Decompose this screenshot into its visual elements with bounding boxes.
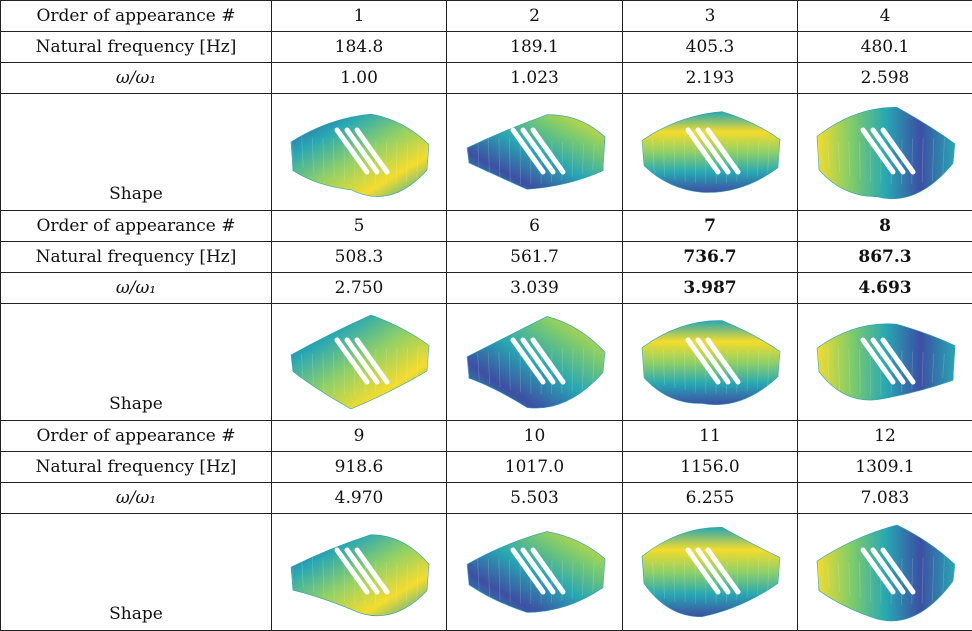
shape-cell bbox=[272, 94, 447, 211]
table-row: Shape bbox=[1, 304, 972, 421]
cell-value: 5 bbox=[272, 211, 447, 242]
row-label: Shape bbox=[1, 94, 272, 211]
mode-shape bbox=[279, 520, 439, 624]
cell-value: 1 bbox=[272, 1, 447, 32]
surface bbox=[817, 525, 955, 621]
cell-value: 918.6 bbox=[272, 452, 447, 483]
cell-value: 3.987 bbox=[623, 273, 798, 304]
cell-value: 1017.0 bbox=[447, 452, 623, 483]
cell-value: 4.693 bbox=[798, 273, 972, 304]
cell-value: 480.1 bbox=[798, 32, 972, 63]
cell-value: 2.193 bbox=[623, 63, 798, 94]
mode-shape bbox=[805, 520, 965, 624]
row-label: Natural frequency [Hz] bbox=[1, 242, 272, 273]
row-label: ω/ω₁ bbox=[1, 63, 272, 94]
row-label: ω/ω₁ bbox=[1, 483, 272, 514]
surface bbox=[291, 114, 429, 196]
mode-shape bbox=[630, 310, 790, 414]
row-label: Natural frequency [Hz] bbox=[1, 452, 272, 483]
cell-value: 184.8 bbox=[272, 32, 447, 63]
mode-shape bbox=[630, 100, 790, 204]
shape-cell bbox=[623, 304, 798, 421]
row-label: Order of appearance # bbox=[1, 421, 272, 452]
table-row: Shape bbox=[1, 94, 972, 211]
cell-value: 10 bbox=[447, 421, 623, 452]
cell-value: 1.023 bbox=[447, 63, 623, 94]
cell-value: 561.7 bbox=[447, 242, 623, 273]
cell-value: 4 bbox=[798, 1, 972, 32]
mode-shape bbox=[455, 100, 615, 204]
shape-cell bbox=[272, 304, 447, 421]
cell-value: 1309.1 bbox=[798, 452, 972, 483]
shape-cell bbox=[798, 94, 972, 211]
shape-cell bbox=[447, 514, 623, 631]
cell-value: 3.039 bbox=[447, 273, 623, 304]
cell-value: 11 bbox=[623, 421, 798, 452]
shape-cell bbox=[272, 514, 447, 631]
row-label: Shape bbox=[1, 514, 272, 631]
cell-value: 405.3 bbox=[623, 32, 798, 63]
shape-cell bbox=[798, 514, 972, 631]
cell-value: 12 bbox=[798, 421, 972, 452]
cell-value: 2.598 bbox=[798, 63, 972, 94]
cell-value: 6.255 bbox=[623, 483, 798, 514]
cell-value: 2.750 bbox=[272, 273, 447, 304]
cell-value: 8 bbox=[798, 211, 972, 242]
cell-value: 6 bbox=[447, 211, 623, 242]
row-label: Natural frequency [Hz] bbox=[1, 32, 272, 63]
cell-value: 3 bbox=[623, 1, 798, 32]
shape-cell bbox=[623, 514, 798, 631]
table-row: Shape bbox=[1, 514, 972, 631]
row-label: ω/ω₁ bbox=[1, 273, 272, 304]
mode-shape bbox=[455, 310, 615, 414]
mode-shape bbox=[630, 520, 790, 624]
mode-shape bbox=[279, 100, 439, 204]
cell-value: 4.970 bbox=[272, 483, 447, 514]
mode-shape bbox=[805, 100, 965, 204]
row-label: Order of appearance # bbox=[1, 211, 272, 242]
shape-cell bbox=[447, 94, 623, 211]
cell-value: 9 bbox=[272, 421, 447, 452]
surface bbox=[642, 321, 780, 405]
cell-value: 508.3 bbox=[272, 242, 447, 273]
cell-value: 736.7 bbox=[623, 242, 798, 273]
cell-value: 5.503 bbox=[447, 483, 623, 514]
shape-cell bbox=[798, 304, 972, 421]
mode-shape bbox=[279, 310, 439, 414]
mode-shape bbox=[455, 520, 615, 624]
cell-value: 1.00 bbox=[272, 63, 447, 94]
row-label: Order of appearance # bbox=[1, 1, 272, 32]
cell-value: 1156.0 bbox=[623, 452, 798, 483]
cell-value: 7.083 bbox=[798, 483, 972, 514]
shape-cell bbox=[447, 304, 623, 421]
surface bbox=[817, 107, 955, 198]
cell-value: 867.3 bbox=[798, 242, 972, 273]
surface bbox=[291, 535, 429, 616]
row-label: Shape bbox=[1, 304, 272, 421]
cell-value: 189.1 bbox=[447, 32, 623, 63]
mode-shape bbox=[805, 310, 965, 414]
cell-value: 2 bbox=[447, 1, 623, 32]
cell-value: 7 bbox=[623, 211, 798, 242]
shape-cell bbox=[623, 94, 798, 211]
